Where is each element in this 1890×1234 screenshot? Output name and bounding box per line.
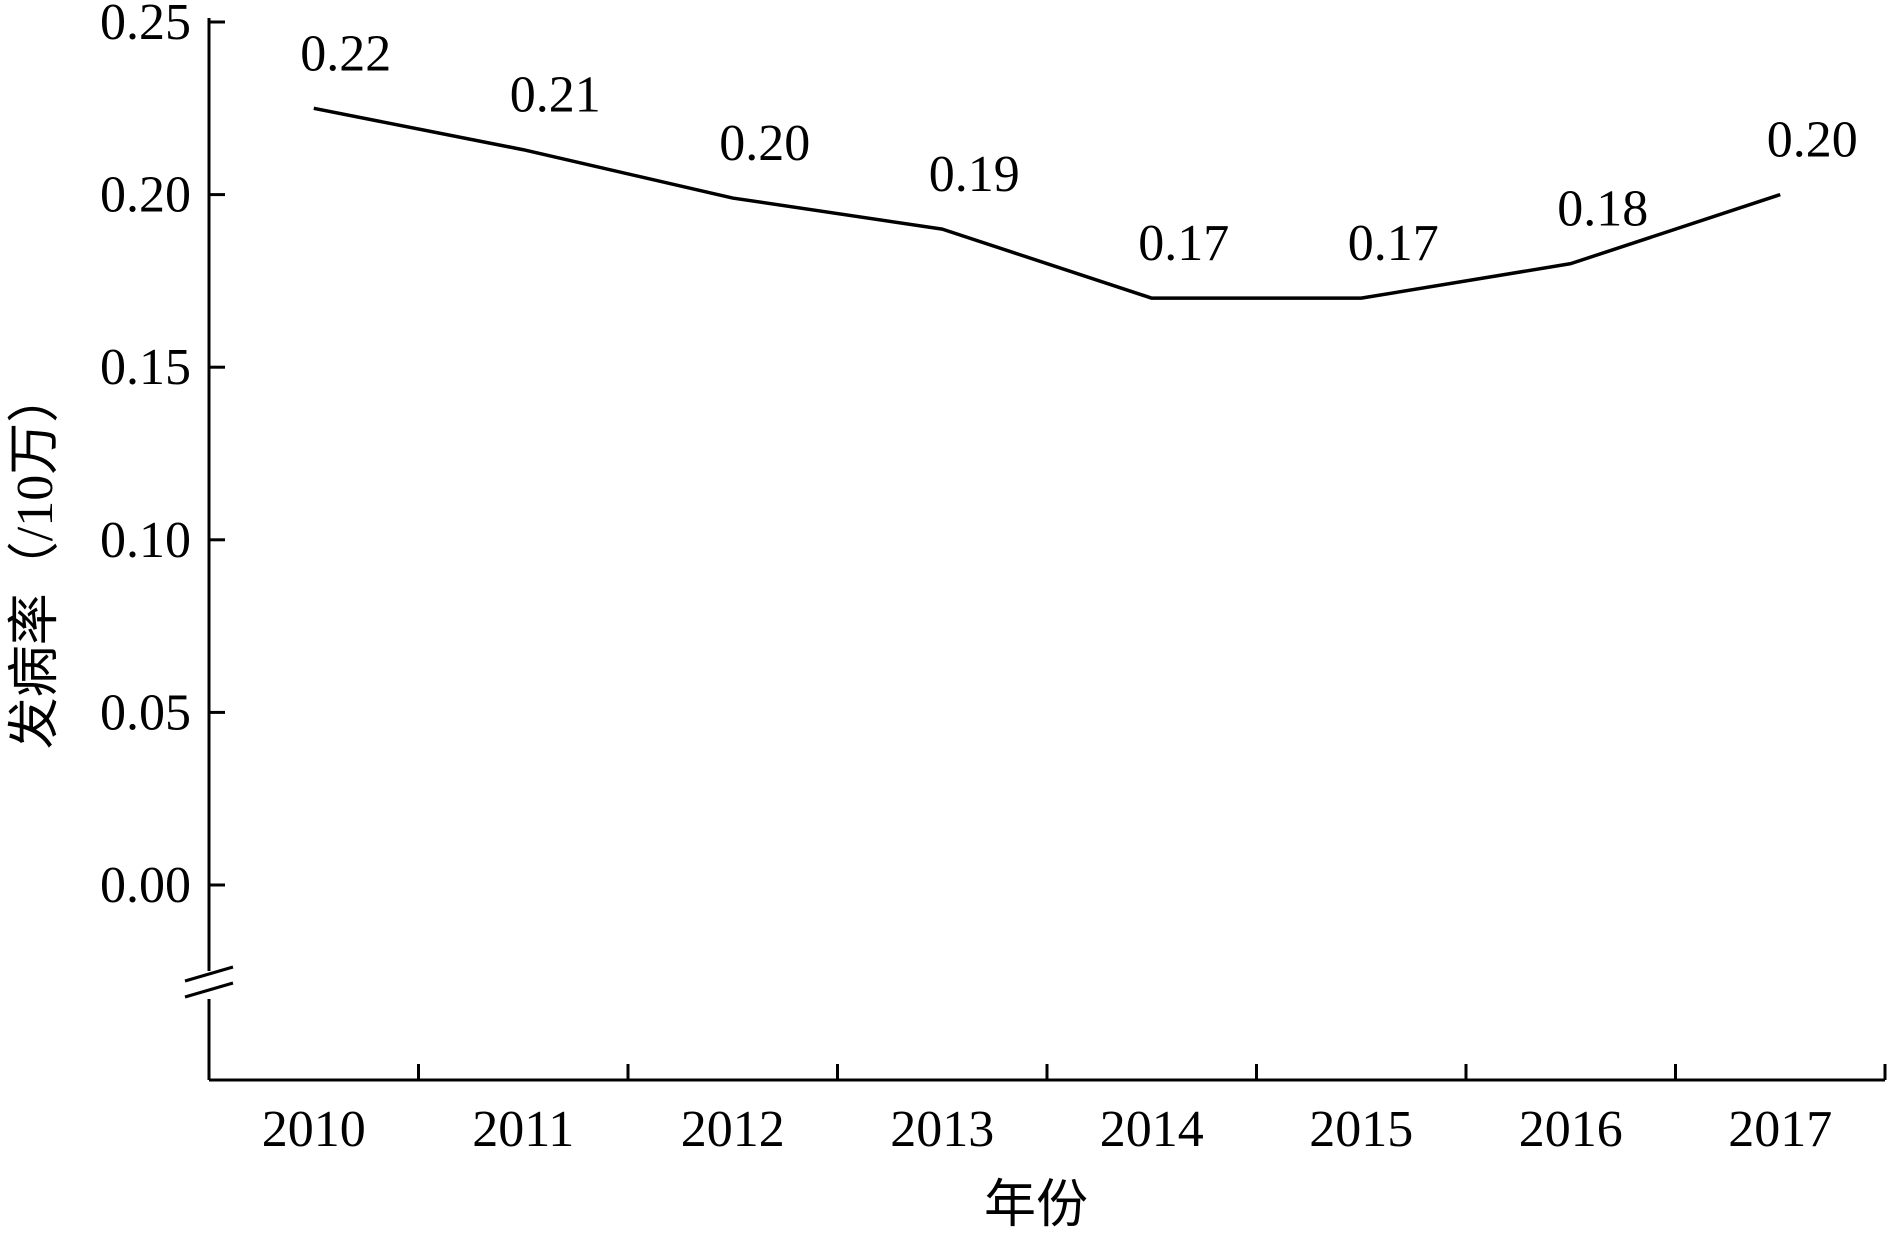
x-tick-label: 2010	[262, 1101, 366, 1158]
data-label: 0.20	[719, 115, 810, 172]
y-tick-label: 0.15	[100, 339, 191, 396]
data-label: 0.20	[1767, 112, 1858, 169]
x-tick-label: 2013	[890, 1101, 994, 1158]
x-tick-label: 2015	[1309, 1101, 1413, 1158]
x-axis: 2010 2011 2012 2013 2014 2015 2016 2017	[209, 1064, 1887, 1158]
data-label: 0.17	[1138, 215, 1229, 272]
y-axis-break-mark	[184, 981, 234, 999]
x-tick-label: 2016	[1519, 1101, 1623, 1158]
y-tick-label: 0.05	[100, 684, 191, 741]
data-label: 0.18	[1557, 181, 1648, 238]
x-tick-label: 2014	[1100, 1101, 1204, 1158]
data-label: 0.22	[300, 25, 391, 82]
series-line	[313, 106, 1781, 300]
y-tick-label: 0.20	[100, 167, 191, 224]
data-label: 0.17	[1348, 215, 1439, 272]
x-axis-title: 年份	[984, 1177, 1088, 1234]
x-tick-label: 2017	[1728, 1101, 1832, 1158]
y-axis-break-mark	[184, 965, 234, 983]
x-tick-label: 2012	[681, 1101, 785, 1158]
y-axis-title: 发病率（/10万）	[7, 371, 64, 749]
y-axis: 0.00 0.05 0.10 0.15 0.20 0.25	[100, 0, 234, 1080]
data-label: 0.19	[929, 146, 1020, 203]
y-tick-label: 0.10	[100, 512, 191, 569]
x-tick-label: 2011	[472, 1101, 574, 1158]
y-tick-label: 0.25	[100, 0, 191, 51]
series-layer: 0.22 0.21 0.20 0.19 0.17 0.17 0.18 0.20	[300, 25, 1858, 300]
y-tick-label: 0.00	[100, 857, 191, 914]
data-label: 0.21	[510, 67, 601, 124]
